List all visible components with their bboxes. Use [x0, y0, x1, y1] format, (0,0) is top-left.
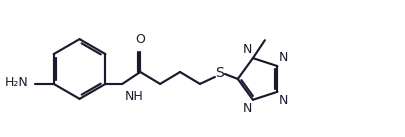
Text: N: N — [278, 51, 288, 64]
Text: N: N — [243, 43, 252, 56]
Text: N: N — [278, 94, 288, 107]
Text: O: O — [135, 33, 145, 46]
Text: N: N — [243, 102, 252, 115]
Text: NH: NH — [124, 90, 143, 103]
Text: H₂N: H₂N — [5, 76, 29, 89]
Text: S: S — [215, 66, 224, 80]
